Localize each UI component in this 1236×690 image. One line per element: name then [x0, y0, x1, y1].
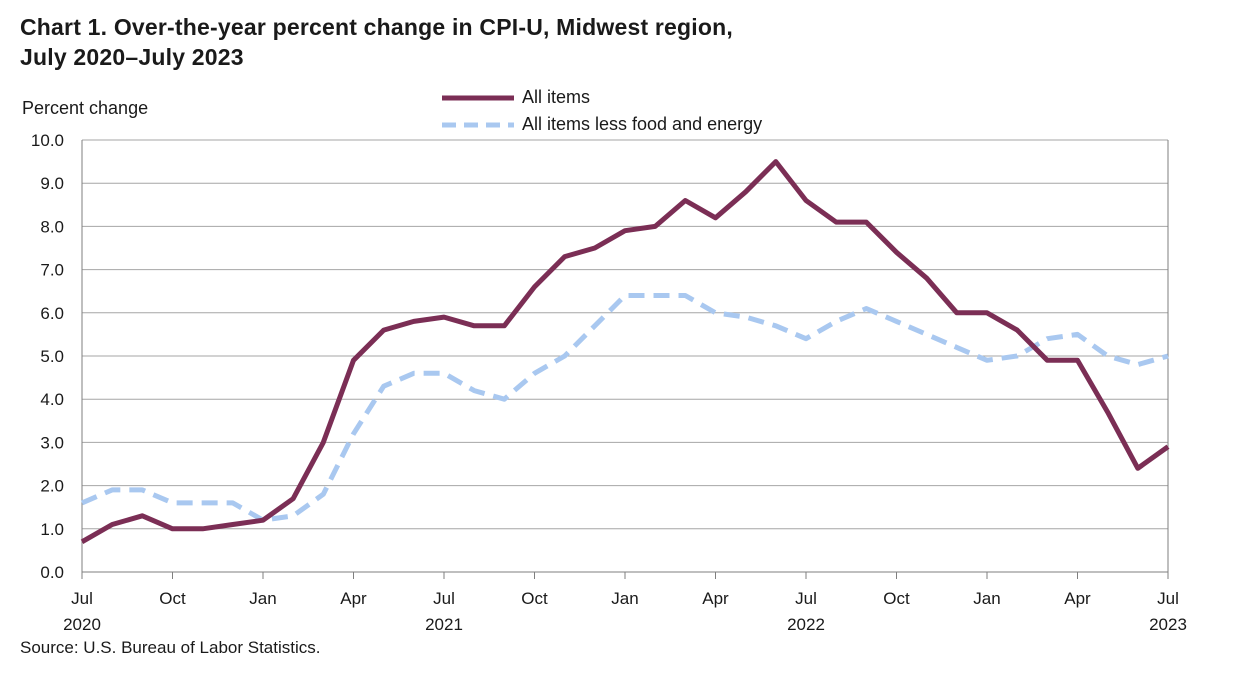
- legend-swatch-all-items: [440, 94, 516, 102]
- x-tick-label: Oct: [521, 589, 548, 608]
- source-note: Source: U.S. Bureau of Labor Statistics.: [20, 638, 321, 657]
- y-tick-label: 5.0: [40, 347, 64, 366]
- x-tick-label: Apr: [1064, 589, 1091, 608]
- legend-swatch-core: [440, 121, 516, 129]
- x-tick-year-label: 2022: [787, 615, 825, 634]
- y-tick-label: 8.0: [40, 217, 64, 236]
- series-line-core: [81, 293, 1169, 523]
- y-tick-label: 6.0: [40, 304, 64, 323]
- x-tick-label: Oct: [159, 589, 186, 608]
- y-tick-label: 1.0: [40, 520, 64, 539]
- chart-title-line-2: July 2020–July 2023: [20, 44, 244, 70]
- x-tick-label: Jul: [71, 589, 93, 608]
- chart-title: Chart 1. Over-the-year percent change in…: [20, 12, 733, 72]
- x-tick-label: Jul: [795, 589, 817, 608]
- y-tick-label: 4.0: [40, 390, 64, 409]
- x-tick-year-label: 2023: [1149, 615, 1187, 634]
- x-tick-label: Jan: [249, 589, 276, 608]
- legend-item-core: All items less food and energy: [440, 111, 762, 138]
- x-tick-label: Jan: [611, 589, 638, 608]
- y-axis-label: Percent change: [22, 98, 149, 118]
- y-tick-label: 10.0: [31, 131, 64, 150]
- x-tick-label: Apr: [340, 589, 367, 608]
- chart-title-line-1: Chart 1. Over-the-year percent change in…: [20, 14, 733, 40]
- y-tick-label: 9.0: [40, 174, 64, 193]
- x-tick-year-label: 2021: [425, 615, 463, 634]
- x-tick-year-label: 2020: [63, 615, 101, 634]
- legend: All items All items less food and energy: [440, 84, 762, 138]
- y-tick-label: 2.0: [40, 477, 64, 496]
- x-tick-label: Jul: [433, 589, 455, 608]
- legend-item-all-items: All items: [440, 84, 762, 111]
- x-tick-label: Jul: [1157, 589, 1179, 608]
- y-tick-label: 3.0: [40, 433, 64, 452]
- legend-label-all-items: All items: [522, 87, 591, 107]
- y-tick-label: 0.0: [40, 563, 64, 582]
- y-tick-label: 7.0: [40, 261, 64, 280]
- x-tick-label: Oct: [883, 589, 910, 608]
- series-line-all-items: [80, 159, 1170, 544]
- x-tick-label: Jan: [973, 589, 1000, 608]
- legend-label-core: All items less food and energy: [522, 114, 763, 134]
- x-tick-label: Apr: [702, 589, 729, 608]
